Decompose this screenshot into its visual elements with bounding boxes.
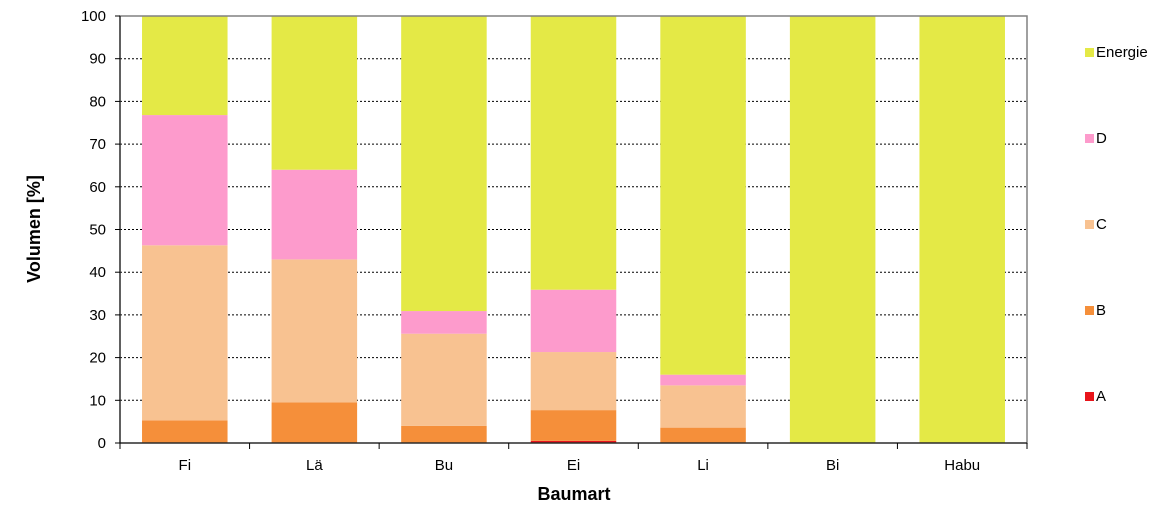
- bar-Fi-D: [142, 115, 228, 246]
- bar-Ei-A: [530, 440, 617, 443]
- bar-Li-C: [660, 385, 746, 428]
- y-axis-title: Volumen [%]: [24, 175, 44, 283]
- y-tick-label-40: 40: [89, 264, 106, 281]
- bar-Ei-C: [530, 352, 617, 411]
- bar-Ei-D: [530, 289, 617, 353]
- x-tick-label-Ei: Ei: [567, 457, 580, 474]
- legend-swatch-Energie: [1085, 48, 1094, 57]
- bar-Fi-Energie: [142, 16, 228, 116]
- tick-labels: 0 10 20 30 40 50 60 70 80 90 100 Fi Lä Bu Ei Li Bi Habu: [81, 8, 1028, 474]
- x-axis-title: Baumart: [537, 484, 610, 504]
- legend-swatch-A: [1085, 392, 1094, 401]
- legend-swatch-B: [1085, 306, 1094, 315]
- bar-Lä-D: [271, 169, 358, 260]
- bar-Li-Energie: [660, 16, 746, 375]
- y-tick-label-90: 90: [89, 51, 106, 68]
- y-tick-label-30: 30: [89, 307, 106, 324]
- legend-label-A: A: [1096, 388, 1106, 405]
- bar-Ei-B: [530, 410, 617, 441]
- bar-Fi-C: [142, 245, 228, 421]
- legend-label-Energie: Energie: [1096, 44, 1148, 61]
- y-tick-label-70: 70: [89, 136, 106, 153]
- x-tick-label-Bu: Bu: [435, 457, 453, 474]
- legend-swatch-D: [1085, 134, 1094, 143]
- bar-Bu-B: [401, 425, 487, 443]
- bar-Li-D: [660, 374, 746, 386]
- bar-Ei-Energie: [530, 16, 617, 290]
- x-tick-label-Bi: Bi: [826, 457, 839, 474]
- bar-Lä-Energie: [271, 16, 358, 170]
- x-tick-label-Fi: Fi: [179, 457, 192, 474]
- legend-label-D: D: [1096, 130, 1107, 147]
- y-tick-label-60: 60: [89, 179, 106, 196]
- legend: Energie D C B A: [1085, 44, 1148, 405]
- x-tick-label-Habu: Habu: [944, 457, 980, 474]
- y-tick-label-50: 50: [89, 222, 106, 239]
- y-tick-label-20: 20: [89, 350, 106, 367]
- bar-Habu-Energie: [919, 16, 1005, 443]
- bar-Bi-Energie: [789, 16, 876, 443]
- bars: [142, 16, 1005, 443]
- legend-label-C: C: [1096, 216, 1107, 233]
- bar-Bu-D: [401, 311, 487, 334]
- bar-Li-B: [660, 427, 746, 443]
- bar-Fi-B: [142, 420, 228, 443]
- x-tick-label-Li: Li: [697, 457, 709, 474]
- y-tick-label-0: 0: [98, 435, 106, 452]
- bar-Lä-C: [271, 259, 358, 403]
- y-tick-label-10: 10: [89, 392, 106, 409]
- legend-label-B: B: [1096, 302, 1106, 319]
- y-tick-label-100: 100: [81, 8, 106, 25]
- bar-Lä-B: [271, 402, 358, 443]
- bar-Bu-Energie: [401, 16, 487, 312]
- x-tick-label-Lä: Lä: [306, 457, 323, 474]
- legend-swatch-C: [1085, 220, 1094, 229]
- y-tick-label-80: 80: [89, 93, 106, 110]
- bar-Bu-C: [401, 333, 487, 426]
